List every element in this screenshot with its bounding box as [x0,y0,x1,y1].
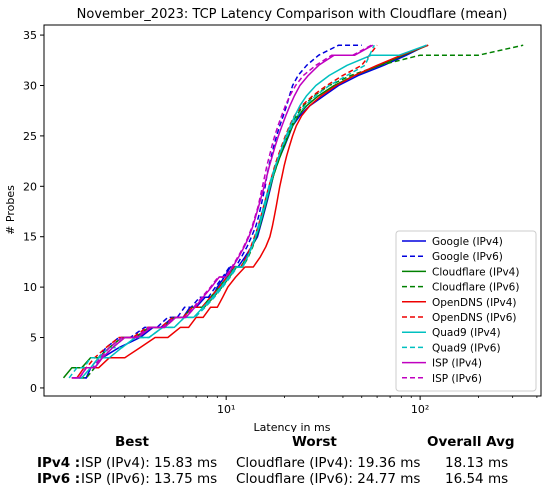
legend-label: OpenDNS (IPv6) [432,312,517,324]
y-tick-label: 25 [23,130,37,143]
axes: 0 5 10 15 20 25 30 35 10¹ 10² [23,29,538,416]
summary-worst-ipv6: Cloudflare (IPv6): 24.77 ms [236,471,421,487]
series-line [71,44,378,379]
x-tick-label: 10¹ [217,403,235,416]
plot-area [62,44,524,379]
summary-header-best: Best [115,434,149,450]
legend-label: ISP (IPv6) [432,373,482,385]
series-line [74,44,427,379]
summary-row-label-ipv4: IPv4 : [37,455,81,471]
summary-row-label-ipv6: IPv6 : [37,471,81,487]
legend-label: Quad9 (IPv6) [432,342,501,354]
legend-box [395,230,537,392]
legend-label: Cloudflare (IPv4) [432,266,519,278]
series-line [76,44,429,379]
legend: Google (IPv4) Google (IPv6) Cloudflare (IP… [395,230,537,392]
legend-label: Cloudflare (IPv6) [432,282,519,294]
y-tick-label: 0 [30,382,37,395]
y-axis-label: # Probes [4,185,17,235]
chart-title: November_2023: TCP Latency Comparison wi… [77,7,508,22]
latency-chart: November_2023: TCP Latency Comparison wi… [4,7,542,432]
series-line [76,44,362,379]
summary-overall-ipv6: 16.54 ms [445,471,509,487]
y-tick-label: 30 [23,79,37,92]
series-line [62,44,429,379]
y-tick-label: 35 [23,29,37,42]
legend-label: Google (IPv6) [432,251,503,263]
summary-best-ipv6: ISP (IPv6): 13.75 ms [81,471,218,487]
summary-table: Best Worst Overall Avg IPv4 : ISP (IPv4)… [0,432,548,494]
legend-label: Quad9 (IPv4) [432,327,501,339]
summary-header-worst: Worst [292,434,337,450]
y-tick-label: 10 [23,281,37,294]
y-tick-label: 15 [23,231,37,244]
x-tick-label: 10² [411,403,429,416]
series-line [71,44,374,379]
y-tick-label: 20 [23,180,37,193]
series-line [71,44,372,379]
summary-best-ipv4: ISP (IPv4): 15.83 ms [81,455,218,471]
y-tick-label: 5 [30,332,37,345]
legend-label: Google (IPv4) [432,236,503,248]
series-line [79,44,427,379]
summary-worst-ipv4: Cloudflare (IPv4): 19.36 ms [236,455,421,471]
legend-label: OpenDNS (IPv4) [432,297,517,309]
series-line [68,44,375,379]
x-axis-label: Latency in ms [254,421,331,432]
legend-label: ISP (IPv4) [432,358,482,370]
plot-frame [43,24,542,397]
summary-overall-ipv4: 18.13 ms [445,455,509,471]
summary-header-overall: Overall Avg [427,434,515,450]
